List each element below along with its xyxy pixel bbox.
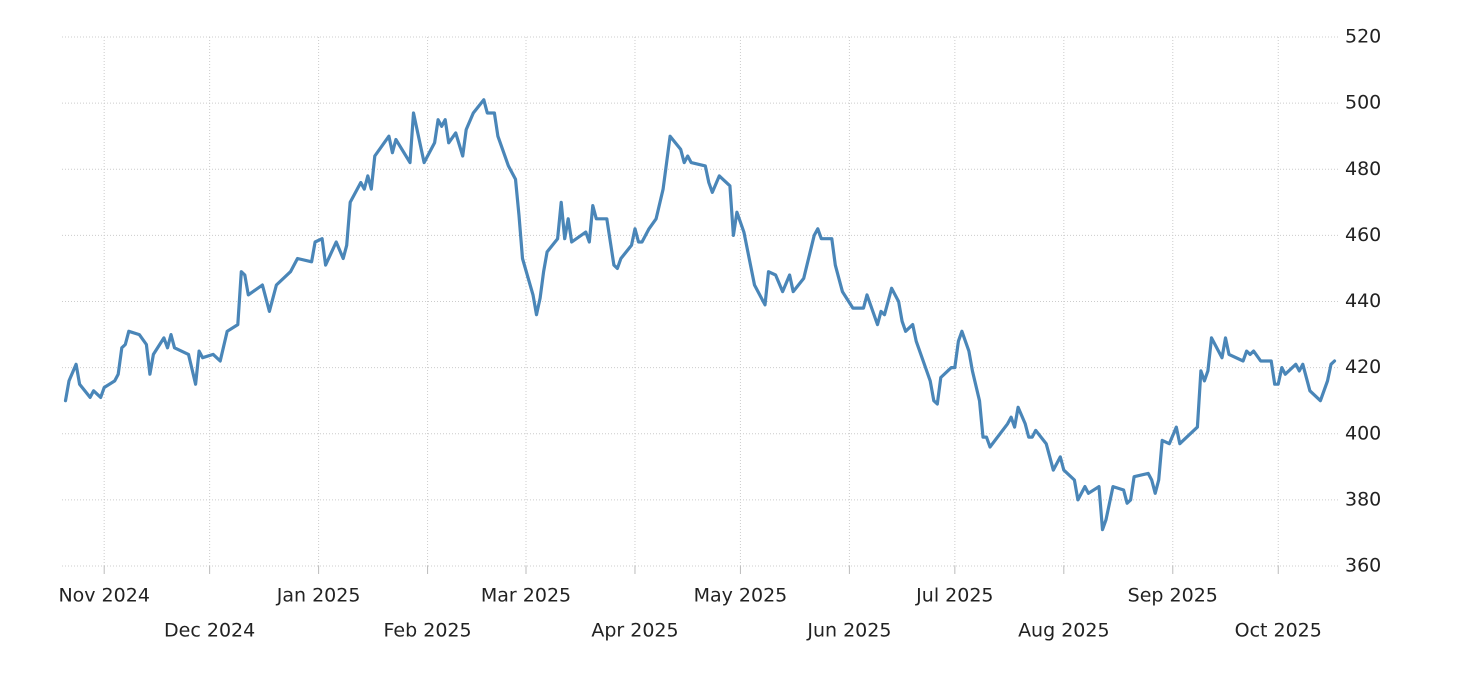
y-tick-label: 400 — [1345, 422, 1381, 444]
y-tick-label: 500 — [1345, 92, 1381, 114]
x-tick-label: Mar 2025 — [481, 585, 571, 607]
y-tick-label: 460 — [1345, 224, 1381, 246]
y-tick-label: 380 — [1345, 488, 1381, 510]
y-tick-label: 480 — [1345, 158, 1381, 180]
x-tick-label: Sep 2025 — [1128, 585, 1218, 607]
y-tick-label: 420 — [1345, 356, 1381, 378]
y-tick-label: 520 — [1345, 26, 1381, 48]
x-tick-label: Jul 2025 — [915, 585, 993, 607]
x-tick-label: Apr 2025 — [591, 620, 678, 642]
price-line — [63, 98, 1337, 532]
y-tick-label: 440 — [1345, 290, 1381, 312]
x-tick-label: Aug 2025 — [1018, 620, 1110, 642]
x-tick-label: Nov 2024 — [58, 585, 149, 607]
x-tick-label: May 2025 — [694, 585, 788, 607]
x-tick-label: Jun 2025 — [806, 620, 891, 642]
x-tick-label: Feb 2025 — [384, 620, 472, 642]
x-tick-label: Dec 2024 — [164, 620, 255, 642]
y-tick-label: 360 — [1345, 555, 1381, 577]
x-tick-label: Jan 2025 — [276, 585, 361, 607]
x-tick-label: Oct 2025 — [1235, 620, 1322, 642]
